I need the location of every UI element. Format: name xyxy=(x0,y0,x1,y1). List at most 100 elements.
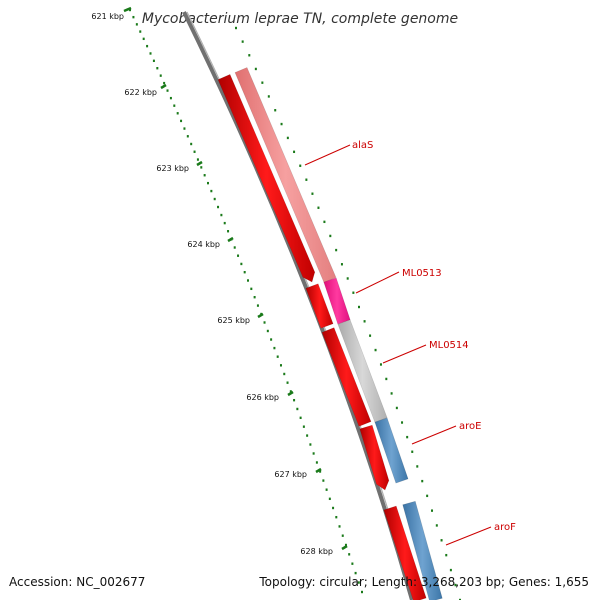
minor-tick xyxy=(159,74,162,77)
minor-tick xyxy=(369,334,372,337)
minor-tick xyxy=(274,109,277,112)
minor-tick xyxy=(319,470,322,473)
minor-tick xyxy=(449,568,452,572)
gene-leader-line xyxy=(382,344,427,364)
minor-tick xyxy=(289,390,292,393)
tick-marks xyxy=(123,6,348,551)
minor-tick xyxy=(166,89,169,92)
minor-tick xyxy=(243,271,246,274)
minor-tick xyxy=(299,164,302,167)
gene-leader-line xyxy=(411,425,457,445)
minor-tick xyxy=(426,494,429,498)
minor-tick xyxy=(273,346,276,350)
minor-tick xyxy=(322,479,325,482)
tick-label: 624 kbp xyxy=(187,240,220,249)
gene-alaS xyxy=(234,67,337,283)
cds-arrow xyxy=(305,283,334,329)
tick-mark xyxy=(227,236,234,243)
minor-tick xyxy=(435,524,438,527)
minor-tick xyxy=(279,364,282,367)
minor-tick xyxy=(416,465,419,468)
minor-tick xyxy=(390,392,393,395)
gene-label: aroE xyxy=(459,421,481,432)
minor-tick xyxy=(351,562,354,565)
minor-tick xyxy=(352,291,355,294)
minor-tick xyxy=(338,525,341,528)
gene-aroE xyxy=(374,417,409,484)
minor-tick xyxy=(335,248,338,252)
minor-tick xyxy=(328,497,331,501)
minor-tick xyxy=(312,452,315,455)
minor-tick xyxy=(139,30,142,33)
minor-tick xyxy=(341,534,344,537)
minor-tick xyxy=(235,26,237,30)
tick-label: 627 kbp xyxy=(274,470,307,479)
minor-tick xyxy=(237,254,240,257)
minor-tick xyxy=(395,406,398,410)
tick-label: 621 kbp xyxy=(91,12,124,21)
minor-tick xyxy=(267,95,270,98)
minor-tick xyxy=(315,461,318,464)
minor-tick xyxy=(276,355,279,358)
minor-tick xyxy=(183,127,186,130)
gene-labels: alaS ML0513 ML0514 aroE aroF xyxy=(352,140,516,533)
gene-leader-line xyxy=(445,526,492,546)
tick-label: 625 kbp xyxy=(217,316,250,325)
minor-tick xyxy=(129,8,131,12)
gene-leader-line xyxy=(355,271,400,294)
gene-ML0513 xyxy=(323,277,351,325)
minor-tick xyxy=(363,320,366,323)
minor-tick xyxy=(196,158,199,161)
minor-tick xyxy=(193,150,196,153)
tick-mark xyxy=(160,83,167,90)
minor-tick xyxy=(203,174,206,177)
genome-summary-text: Topology: circular; Length: 3,268,203 bp… xyxy=(258,575,589,589)
minor-tick xyxy=(293,150,296,154)
minor-tick xyxy=(263,321,266,324)
minor-tick xyxy=(270,338,273,341)
minor-tick xyxy=(176,112,179,115)
minor-tick xyxy=(459,598,461,600)
minor-tick xyxy=(335,515,338,519)
minor-tick xyxy=(323,220,326,224)
minor-tick xyxy=(163,81,166,85)
tick-label: 626 kbp xyxy=(246,393,279,402)
minor-tick xyxy=(256,304,259,307)
minor-tick xyxy=(329,234,332,238)
minor-tick xyxy=(348,553,351,556)
minor-tick xyxy=(142,37,145,41)
minor-tick xyxy=(247,279,249,282)
gene-label: ML0513 xyxy=(402,268,442,279)
minor-tick xyxy=(200,166,203,169)
minor-tick xyxy=(406,435,409,439)
minor-tick xyxy=(152,59,155,63)
minor-tick xyxy=(210,189,213,193)
minor-tick xyxy=(354,571,357,575)
gene-label: aroF xyxy=(494,522,516,533)
minor-tick xyxy=(440,539,443,542)
minor-tick xyxy=(332,506,335,510)
minor-tick xyxy=(173,104,176,107)
minor-tick xyxy=(358,305,360,309)
minor-tick xyxy=(421,479,424,483)
gene-label-leaders xyxy=(304,144,492,546)
minor-tick xyxy=(299,416,302,420)
minor-tick xyxy=(445,553,448,557)
minor-tick xyxy=(250,287,253,291)
minor-tick xyxy=(132,15,135,19)
cds-arrow xyxy=(383,505,427,600)
minor-tick xyxy=(220,213,223,217)
minor-tick xyxy=(305,178,308,181)
minor-tick xyxy=(253,295,256,299)
tick-mark xyxy=(341,544,348,551)
minor-tick xyxy=(146,44,149,48)
tick-mark xyxy=(257,312,264,319)
accession-text: Accession: NC_002677 xyxy=(9,575,145,589)
minor-tick xyxy=(217,205,220,209)
minor-tick xyxy=(223,221,226,225)
gene-aroF xyxy=(402,500,443,600)
minor-tick xyxy=(248,54,251,57)
tick-label: 623 kbp xyxy=(156,164,189,173)
cds-arrow xyxy=(359,424,390,491)
